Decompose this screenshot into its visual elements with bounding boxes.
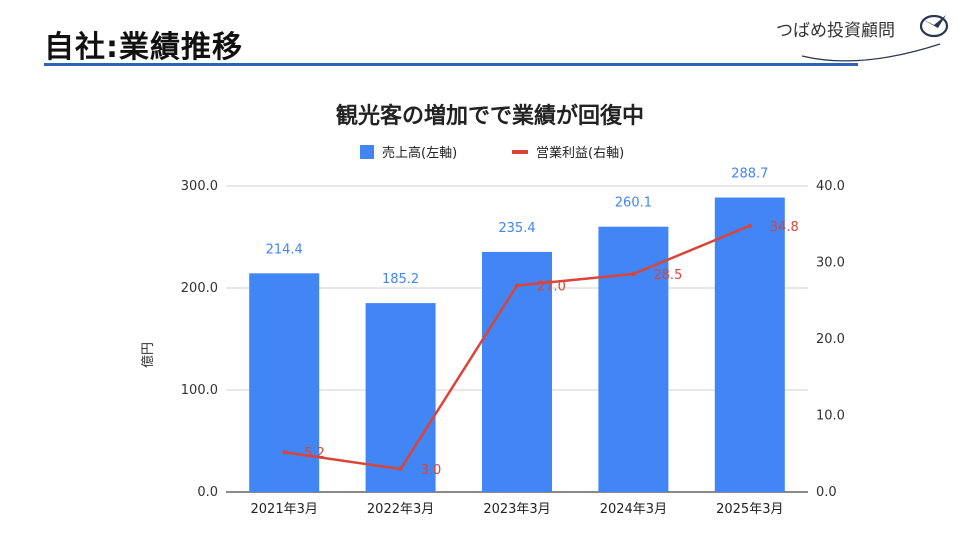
y-tick-label: 100.0	[181, 383, 218, 398]
page-title: 自社:業績推移	[44, 30, 243, 65]
y-tick-label: 200.0	[181, 281, 218, 296]
legend-label-sales: 売上高(左軸)	[382, 145, 457, 161]
line-value-label: 3.0	[421, 463, 442, 478]
y-axis-label: 億円	[140, 342, 156, 368]
legend-label-profit: 営業利益(右軸)	[536, 145, 624, 161]
bar	[714, 197, 785, 492]
line-value-label: 34.8	[770, 220, 799, 235]
line-value-label: 28.5	[653, 268, 682, 283]
y2-tick-label: 40.0	[816, 179, 845, 194]
y2-tick-label: 20.0	[816, 332, 845, 347]
x-tick-label: 2023年3月	[483, 502, 550, 517]
title-underline	[44, 63, 858, 66]
bar-value-label: 235.4	[498, 221, 535, 236]
y-tick-label: 300.0	[181, 179, 218, 194]
line-point	[282, 450, 287, 455]
logo-swoosh	[801, 43, 941, 62]
bar-value-label: 214.4	[266, 242, 303, 257]
bar-value-label: 260.1	[615, 196, 652, 211]
legend-swatch-profit	[512, 150, 528, 154]
y-tick-label: 0.0	[197, 485, 218, 500]
swallow-icon	[919, 14, 949, 38]
bar-value-label: 288.7	[731, 167, 768, 182]
x-tick-label: 2024年3月	[600, 502, 667, 517]
line-point	[747, 223, 752, 228]
bar	[598, 226, 669, 492]
x-tick-label: 2022年3月	[367, 502, 434, 517]
line-value-label: 27.0	[537, 279, 566, 294]
line-point	[515, 283, 519, 288]
line-point	[398, 467, 403, 472]
x-tick-label: 2025年3月	[716, 502, 783, 517]
chart-title: 観光客の増加でで業績が回復中	[335, 104, 644, 129]
bar	[482, 251, 552, 492]
y2-tick-label: 30.0	[816, 256, 845, 271]
line-point	[631, 271, 636, 276]
line-value-label: 5.2	[304, 446, 325, 461]
bar-value-label: 185.2	[382, 272, 419, 287]
bar	[365, 303, 436, 492]
y2-tick-label: 0.0	[816, 485, 837, 500]
y2-tick-label: 10.0	[816, 409, 845, 424]
x-tick-label: 2021年3月	[251, 502, 318, 517]
company-logo: つばめ投資顧問	[776, 12, 952, 46]
logo-text: つばめ投資顧問	[776, 21, 895, 41]
legend-swatch-sales	[360, 145, 374, 159]
